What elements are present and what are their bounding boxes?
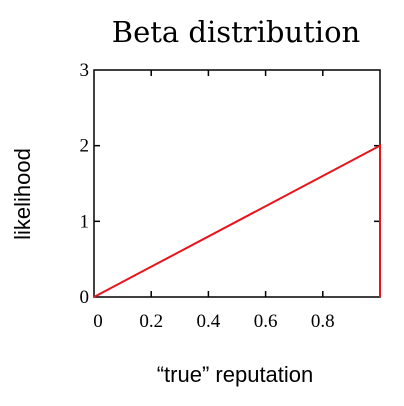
y-tick-label-2: 2: [80, 136, 90, 157]
x-tick-label-3: 0.6: [254, 311, 278, 332]
y-tick-label-3: 3: [80, 60, 90, 81]
y-tick-label-0: 0: [80, 287, 90, 308]
y-tick-label-1: 1: [80, 211, 90, 232]
x-tick-label-0: 0: [93, 311, 103, 332]
x-tick-label-2: 0.4: [197, 311, 221, 332]
chart-title: Beta distribution: [112, 15, 360, 49]
series-layer: [93, 144, 381, 298]
plot-frame: [93, 69, 381, 298]
x-tick-label-1: 0.2: [139, 311, 163, 332]
tick-labels-layer: 0 0.2 0.4 0.6 0.8 0 1 2 3: [80, 60, 335, 332]
series-line-0: [93, 144, 381, 298]
plot-area: [93, 69, 381, 298]
ticks-layer: [94, 70, 380, 297]
y-axis-label: likelihood: [10, 148, 35, 240]
x-tick-label-4: 0.8: [311, 311, 335, 332]
x-axis-label: “true” reputation: [157, 362, 314, 387]
